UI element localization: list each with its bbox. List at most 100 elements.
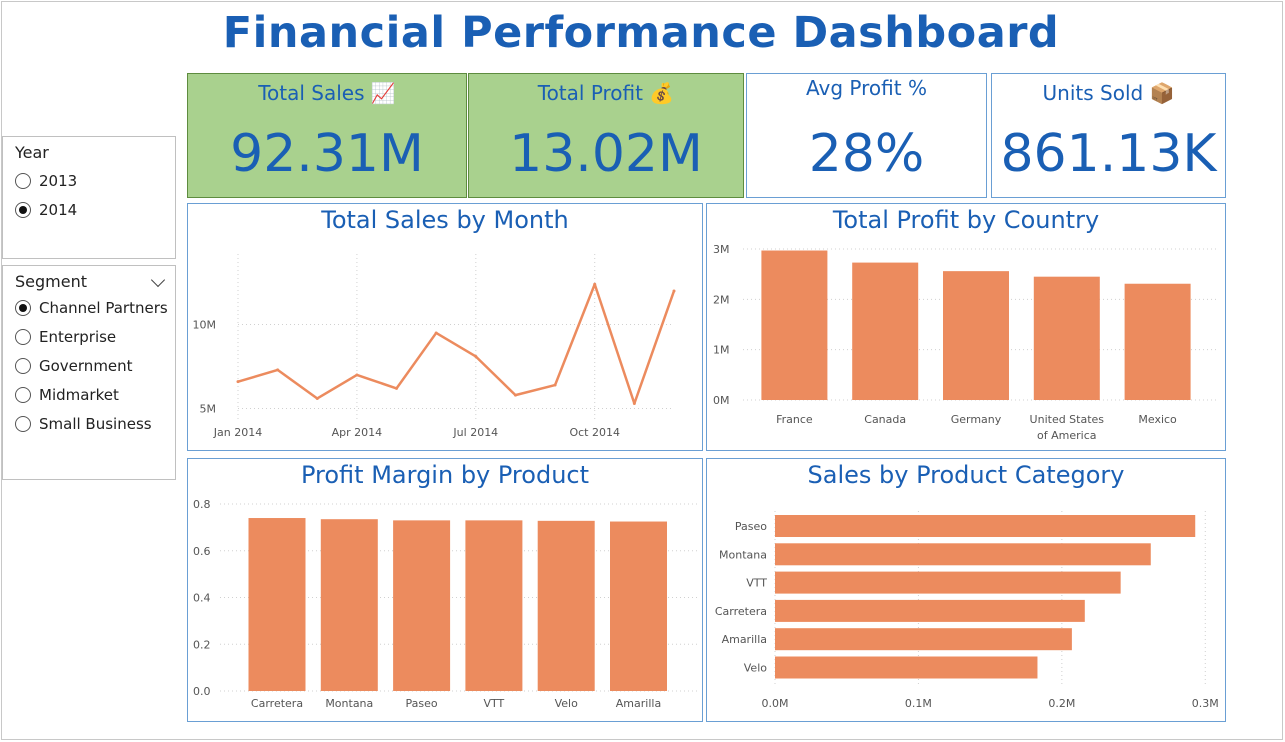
bar: [248, 518, 306, 691]
slicer-option-label: Channel Partners: [39, 298, 168, 317]
slicer-option-label: Government: [39, 356, 133, 375]
series-line: [237, 282, 676, 405]
slicer-option-label: 2013: [39, 171, 78, 190]
kpi-value: 13.02M: [509, 124, 703, 184]
radio-button[interactable]: [15, 328, 31, 345]
kpi-total-sales[interactable]: Total Sales 📈 92.31M: [187, 73, 467, 198]
data-point: [632, 402, 636, 406]
bar: [761, 250, 828, 400]
kpi-units-sold[interactable]: Units Sold 📦 861.13K: [991, 73, 1226, 198]
y-tick-label: Carretera: [715, 605, 767, 618]
y-tick-label: Velo: [744, 662, 767, 675]
kpi-label: Avg Profit %: [806, 76, 927, 100]
chart-title: Total Profit by Country: [832, 206, 1100, 234]
y-tick-label: 0.6: [193, 545, 211, 558]
y-tick-label: Paseo: [735, 520, 767, 533]
bar: [775, 543, 1151, 566]
slicer-option-label: Small Business: [39, 414, 152, 433]
x-tick-label: 0.2M: [1048, 697, 1075, 710]
page-title: Financial Performance Dashboard: [222, 8, 1060, 58]
chart-title: Sales by Product Category: [807, 461, 1125, 489]
bar: [537, 520, 595, 691]
x-tick-label: France: [776, 413, 813, 426]
data-point: [355, 373, 359, 377]
radio-button[interactable]: [15, 386, 31, 403]
y-tick-label: 2M: [713, 293, 730, 306]
y-tick-label: 10M: [193, 319, 217, 332]
x-tick-label: Jul 2014: [452, 426, 498, 439]
chart-sales-by-month[interactable]: Total Sales by Month 5M 10M Jan 2014 Apr 20…: [187, 203, 703, 451]
radio-button[interactable]: [15, 172, 31, 189]
x-tick-label: VTT: [484, 697, 505, 710]
slicer-option-small-business[interactable]: Small Business: [3, 409, 175, 438]
y-tick-label: 1M: [713, 344, 730, 357]
data-point: [276, 368, 280, 372]
bar: [775, 599, 1085, 622]
y-tick-label: 0.0: [193, 685, 211, 698]
y-tick-label: 3M: [713, 243, 730, 256]
slicer-option-2014[interactable]: 2014: [3, 195, 175, 224]
data-point: [434, 331, 438, 335]
kpi-label: Total Profit 💰: [537, 81, 675, 105]
kpi-total-profit[interactable]: Total Profit 💰 13.02M: [468, 73, 744, 198]
horizontal-bar-chart: 0.0M 0.1M 0.2M 0.3M Paseo Montana VTT Carretera…: [715, 511, 1219, 710]
x-tick-label: Montana: [325, 697, 373, 710]
y-tick-label: 0.8: [193, 498, 211, 511]
chart-profit-by-country[interactable]: Total Profit by Country 0M 1M 2M 3M France Ca…: [706, 203, 1226, 451]
x-tick-label: of America: [1037, 429, 1096, 442]
kpi-value: 861.13K: [1000, 124, 1217, 184]
slicer-option-government[interactable]: Government: [3, 351, 175, 380]
bar: [775, 515, 1196, 537]
radio-button-selected[interactable]: [15, 201, 31, 218]
y-tick-label: 0.4: [193, 592, 211, 605]
y-tick-label: Amarilla: [722, 633, 767, 646]
x-tick-label: 0.1M: [905, 697, 932, 710]
radio-button[interactable]: [15, 415, 31, 432]
slicer-option-channel-partners[interactable]: Channel Partners: [3, 293, 175, 322]
x-tick-label: Carretera: [251, 697, 303, 710]
chart-title: Profit Margin by Product: [300, 461, 590, 489]
slicer-option-label: Midmarket: [39, 385, 119, 404]
bar: [1124, 283, 1191, 400]
slicer-option-enterprise[interactable]: Enterprise: [3, 322, 175, 351]
bar: [775, 656, 1038, 679]
chart-margin-by-product[interactable]: Profit Margin by Product 0.0 0.2 0.4 0.6 0.8…: [187, 458, 703, 722]
slicer-option-label: 2014: [39, 200, 78, 219]
x-tick-label: Canada: [864, 413, 906, 426]
bar: [775, 628, 1072, 651]
slicer-option-2013[interactable]: 2013: [3, 166, 175, 195]
data-point: [474, 354, 478, 358]
kpi-label: Units Sold 📦: [1042, 81, 1175, 105]
year-slicer: Year 2013 2014: [2, 136, 176, 259]
chart-sales-by-category[interactable]: Sales by Product Category 0.0M 0.1M 0.2M 0.…: [706, 458, 1226, 722]
x-tick-label: Apr 2014: [332, 426, 383, 439]
radio-button[interactable]: [15, 357, 31, 374]
bar: [852, 262, 919, 400]
bar: [1033, 276, 1100, 400]
x-tick-label: Amarilla: [616, 697, 661, 710]
kpi-avg-profit[interactable]: Avg Profit % 28%: [746, 73, 987, 198]
bar: [943, 271, 1009, 400]
x-tick-label: Germany: [951, 413, 1002, 426]
x-tick-label: 0.3M: [1192, 697, 1219, 710]
segment-slicer: Segment Channel Partners Enterprise Gove…: [2, 265, 176, 480]
bar: [775, 571, 1121, 594]
x-tick-label: 0.0M: [762, 697, 789, 710]
chart-title: Total Sales by Month: [321, 206, 569, 234]
slicer-title: Segment: [15, 272, 87, 291]
data-point: [672, 289, 676, 293]
x-tick-label: Paseo: [406, 697, 438, 710]
data-point: [513, 393, 517, 397]
bar: [320, 519, 378, 691]
slicer-option-midmarket[interactable]: Midmarket: [3, 380, 175, 409]
bar: [465, 520, 523, 691]
line-chart: 5M 10M Jan 2014 Apr 2014 Jul 2014 Oct 2014: [193, 254, 676, 439]
y-tick-label: VTT: [746, 577, 767, 590]
kpi-value: 92.31M: [230, 124, 424, 184]
kpi-label: Total Sales 📈: [258, 81, 396, 105]
y-tick-label: 0M: [713, 394, 730, 407]
slicer-option-label: Enterprise: [39, 327, 117, 346]
radio-button-selected[interactable]: [15, 299, 31, 316]
data-point: [593, 282, 597, 286]
